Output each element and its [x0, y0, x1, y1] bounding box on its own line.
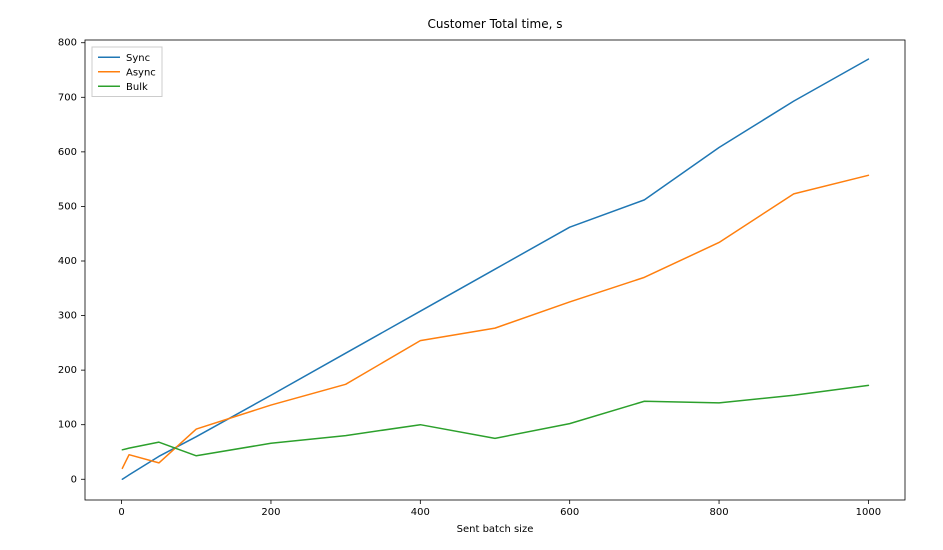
y-tick-label: 800 — [58, 38, 77, 49]
y-tick-label: 0 — [71, 474, 77, 485]
chart-svg: 0 200 400 600 800 1000 0 100 200 300 400 500 600 700 8… — [0, 0, 943, 550]
y-tick-label: 500 — [58, 201, 77, 212]
series-line-bulk — [122, 385, 868, 455]
x-tick-label: 1000 — [856, 507, 881, 518]
y-tick-label: 300 — [58, 311, 77, 322]
chart-container: 0 200 400 600 800 1000 0 100 200 300 400 500 600 700 8… — [0, 0, 943, 550]
x-tick-label: 600 — [560, 507, 579, 518]
x-tick-label: 0 — [118, 507, 124, 518]
x-tick-label: 200 — [261, 507, 280, 518]
y-tick-label: 200 — [58, 365, 77, 376]
legend-label-async: Async — [126, 67, 156, 78]
y-tick-label: 600 — [58, 147, 77, 158]
y-tick-label: 100 — [58, 420, 77, 431]
x-axis-label: Sent batch size — [457, 524, 534, 535]
x-tick-label: 800 — [709, 507, 728, 518]
series-line-async — [122, 175, 868, 468]
x-tick-label: 400 — [411, 507, 430, 518]
y-tick-label: 400 — [58, 256, 77, 267]
chart-title: Customer Total time, s — [428, 17, 563, 31]
y-tick-label: 700 — [58, 92, 77, 103]
legend-label-bulk: Bulk — [126, 82, 148, 93]
legend-label-sync: Sync — [126, 53, 150, 64]
